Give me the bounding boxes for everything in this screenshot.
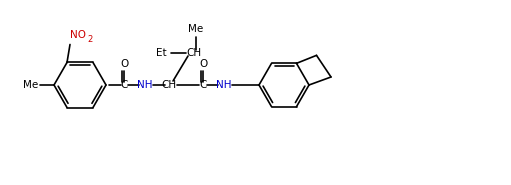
Text: Et: Et xyxy=(156,48,166,58)
Text: NH: NH xyxy=(137,80,153,90)
Text: O: O xyxy=(120,59,128,69)
Text: Me: Me xyxy=(189,24,203,34)
Text: C: C xyxy=(199,80,206,90)
Text: CH: CH xyxy=(161,80,177,90)
Text: O: O xyxy=(199,59,207,69)
Text: C: C xyxy=(120,80,128,90)
Text: Me: Me xyxy=(24,80,39,90)
Text: NO: NO xyxy=(70,31,86,41)
Text: 2: 2 xyxy=(87,35,92,44)
Text: CH: CH xyxy=(187,48,201,58)
Text: NH: NH xyxy=(216,80,232,90)
